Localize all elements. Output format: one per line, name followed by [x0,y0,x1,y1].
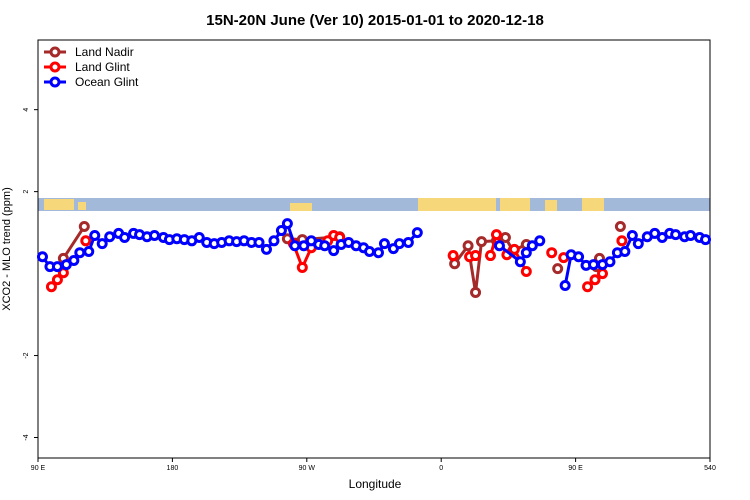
land-patch [582,198,604,211]
data-point [148,229,160,241]
data-point [685,229,697,241]
data-point [364,245,376,257]
land-patch [418,198,496,211]
data-point [508,243,520,255]
land-patch [78,202,86,210]
land-patch [545,200,557,211]
data-point [289,240,301,252]
data-point [411,227,423,239]
data-point [78,220,90,232]
data-point [83,245,95,257]
data-point [700,234,712,246]
legend-marker [49,76,61,88]
data-point [96,238,108,250]
data-point [589,274,601,286]
data-point [490,229,502,241]
data-point [573,251,585,263]
data-point [520,266,532,278]
data-point [447,250,459,262]
data-point [51,274,63,286]
data-point [670,229,682,241]
data-point [281,218,293,230]
data-point [275,225,287,237]
data-point [104,231,116,243]
y-axis-label: XCO2 - MLO trend (ppm) [1,187,13,310]
data-point [470,286,482,298]
chart-title: 15N-20N June (Ver 10) 2015-01-01 to 2020… [206,12,544,29]
data-point [80,235,92,247]
data-point [193,232,205,244]
data-point [546,247,558,259]
data-point [51,261,63,273]
legend-label: Land Glint [75,60,130,74]
x-tick-label: 90 E [568,465,583,472]
data-point [604,256,616,268]
data-point [36,251,48,263]
x-axis-label: Longitude [349,477,402,491]
data-point [298,240,310,252]
x-tick-label: 0 [439,465,443,472]
data-point [268,235,280,247]
data-point [552,263,564,275]
data-point [559,279,571,291]
data-point [319,240,331,252]
data-point [476,236,488,248]
data-point [260,243,272,255]
data-point [462,240,474,252]
data-point [493,240,505,252]
data-point [372,247,384,259]
data-point [449,258,461,270]
data-point [74,247,86,259]
data-point [514,256,526,268]
y-tick-label: -2 [23,352,30,358]
y-tick-label: -4 [23,434,30,440]
legend-marker [49,46,61,58]
data-point [119,232,131,244]
legend-marker [49,61,61,73]
data-point [378,238,390,250]
x-tick-label: 540 [704,465,716,472]
y-tick-label: 4 [23,108,30,112]
data-point [402,236,414,248]
data-point [614,220,626,232]
data-point [68,254,80,266]
data-point [296,261,308,273]
land-patch [500,198,530,211]
ocean-band [38,198,710,211]
x-tick-label: 90 E [31,465,46,472]
data-point [534,235,546,247]
y-tick-label: 2 [23,190,30,194]
x-tick-label: 180 [167,465,179,472]
data-point [499,232,511,244]
data-point [484,250,496,262]
map-band [38,198,710,211]
data-point [632,238,644,250]
data-point [596,268,608,280]
land-patch [44,199,74,210]
data-point [616,235,628,247]
data-point [588,259,600,271]
data-point [328,245,340,257]
data-point [582,281,594,293]
plot-frame [37,39,711,459]
legend-label: Land Nadir [75,45,134,59]
legend-label: Ocean Glint [75,75,139,89]
data-point [45,281,57,293]
data-point [520,247,532,259]
data-point [626,229,638,241]
data-point [619,245,631,257]
data-point [253,236,265,248]
x-tick-label: 90 W [299,465,316,472]
data-point [526,240,538,252]
data-point [470,250,482,262]
data-point [393,238,405,250]
data-point [89,229,101,241]
land-patch [290,203,312,211]
